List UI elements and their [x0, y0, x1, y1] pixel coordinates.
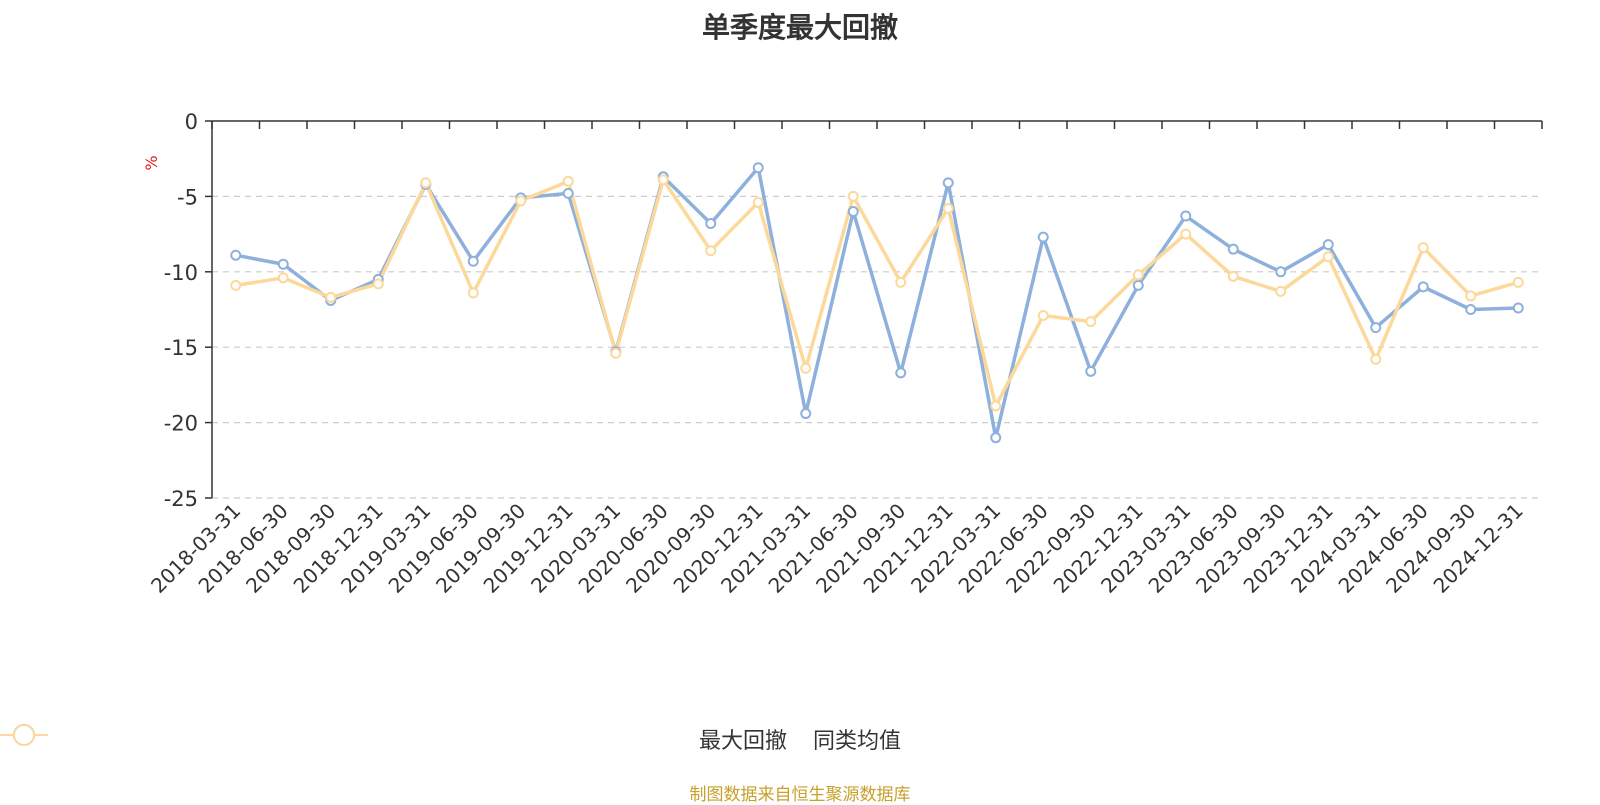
- data-point-series-1: [1037, 231, 1049, 243]
- data-point-series-2: [372, 278, 384, 290]
- data-point-series-2: [1370, 353, 1382, 365]
- data-point-series-2: [990, 400, 1002, 412]
- series-line-2: [235, 178, 1519, 408]
- data-point-series-2: [1465, 290, 1477, 302]
- data-point-series-2: [325, 291, 337, 303]
- data-point-series-2: [942, 202, 954, 214]
- data-point-series-2: [277, 272, 289, 284]
- legend-label-series-1: 最大回撤: [698, 729, 787, 754]
- data-point-series-2: [1322, 251, 1334, 263]
- data-point-series-1: [1512, 302, 1524, 314]
- data-point-series-1: [1180, 210, 1192, 222]
- data-point-series-2: [515, 195, 527, 207]
- data-point-series-2: [230, 279, 242, 291]
- y-tick-label: -25: [164, 487, 198, 511]
- data-point-series-2: [1085, 316, 1097, 328]
- y-tick-label: -20: [164, 412, 198, 436]
- data-point-series-1: [562, 187, 574, 199]
- y-tick-label: -15: [164, 336, 198, 360]
- data-point-series-1: [1370, 322, 1382, 334]
- data-point-series-1: [1227, 243, 1239, 255]
- data-point-series-1: [230, 249, 242, 261]
- series-line-1: [235, 165, 1519, 440]
- data-point-series-1: [1085, 365, 1097, 377]
- data-point-series-1: [942, 177, 954, 189]
- data-point-series-1: [1132, 279, 1144, 291]
- y-axis-label: %: [142, 155, 161, 170]
- chart-title: 单季度最大回撤: [701, 11, 898, 44]
- data-point-series-1: [1465, 304, 1477, 315]
- data-point-series-1: [895, 367, 907, 379]
- y-tick-label: -5: [177, 185, 198, 209]
- data-point-series-2: [1180, 228, 1192, 240]
- data-point-series-2: [420, 177, 432, 189]
- y-tick-label: -10: [164, 261, 198, 285]
- data-point-series-2: [847, 190, 859, 202]
- data-point-series-2: [1275, 285, 1287, 297]
- data-point-series-2: [895, 276, 907, 288]
- legend-marker-series-2: [0, 724, 48, 746]
- legend-item-series-1[interactable]: 最大回撤: [0, 723, 787, 755]
- data-point-series-1: [752, 162, 764, 174]
- data-point-series-1: [800, 408, 812, 420]
- data-point-series-2: [1037, 310, 1049, 322]
- legend-item-series-2[interactable]: 同类均值: [0, 723, 902, 755]
- data-point-series-1: [847, 205, 859, 217]
- data-point-series-1: [1275, 266, 1287, 278]
- y-tick-label: 0: [185, 110, 198, 134]
- data-point-series-2: [610, 347, 622, 359]
- data-point-series-2: [467, 287, 479, 299]
- data-point-series-2: [657, 174, 669, 186]
- data-point-series-1: [1417, 281, 1429, 293]
- legend-label-series-2: 同类均值: [813, 729, 902, 754]
- data-point-series-2: [800, 362, 812, 374]
- data-point-series-2: [705, 245, 717, 257]
- data-point-series-2: [562, 175, 574, 187]
- data-point-series-1: [467, 255, 479, 267]
- data-point-series-2: [1227, 270, 1239, 282]
- data-point-series-1: [277, 258, 289, 270]
- data-point-series-1: [990, 432, 1002, 444]
- data-point-series-1: [1322, 239, 1334, 251]
- data-point-series-2: [1512, 276, 1524, 288]
- data-point-series-1: [705, 218, 717, 230]
- data-point-series-2: [1132, 269, 1144, 281]
- data-point-series-2: [1417, 242, 1429, 254]
- data-point-series-2: [752, 196, 764, 208]
- legend: 最大回撤 同类均值: [0, 723, 1600, 755]
- source-note: 制图数据来自恒生聚源数据库: [689, 785, 911, 805]
